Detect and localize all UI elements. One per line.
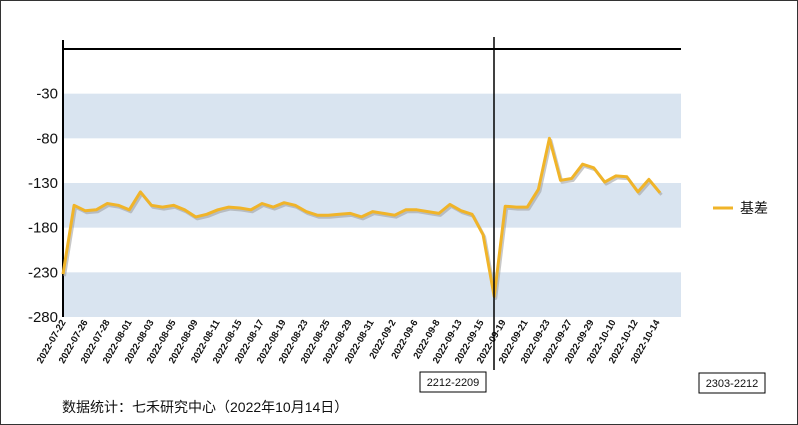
footer-source: 数据统计：七禾研究中心（2022年10月14日） (62, 399, 348, 415)
contract-box (419, 371, 487, 393)
series-line (61, 136, 662, 298)
series-layer (61, 136, 663, 300)
series-shadow (63, 138, 663, 300)
contract-label: 2303-2212 (706, 378, 759, 390)
legend-label: 基差 (740, 200, 768, 216)
y-tick-label: -80 (36, 130, 58, 147)
y-tick-label: -180 (28, 220, 58, 237)
contract-box (698, 372, 766, 394)
contract-label: 2212-2209 (427, 377, 480, 389)
legend: 基差 (713, 200, 768, 216)
background-bands (63, 93, 681, 317)
y-tick-label: -230 (28, 264, 58, 281)
y-axis-ticks: -30 -80 -130 -180 -230 -280 (28, 86, 58, 326)
y-tick-label: -30 (36, 86, 58, 103)
grid-band (63, 272, 681, 317)
y-tick-label: -280 (28, 309, 58, 326)
contract-markers: 2212-2209 2303-2212 (419, 37, 766, 394)
x-axis-ticks: 2022-07-222022-07-262022-07-282022-08-01… (35, 317, 663, 365)
grid-band (63, 93, 681, 139)
y-tick-label: -130 (28, 175, 58, 192)
